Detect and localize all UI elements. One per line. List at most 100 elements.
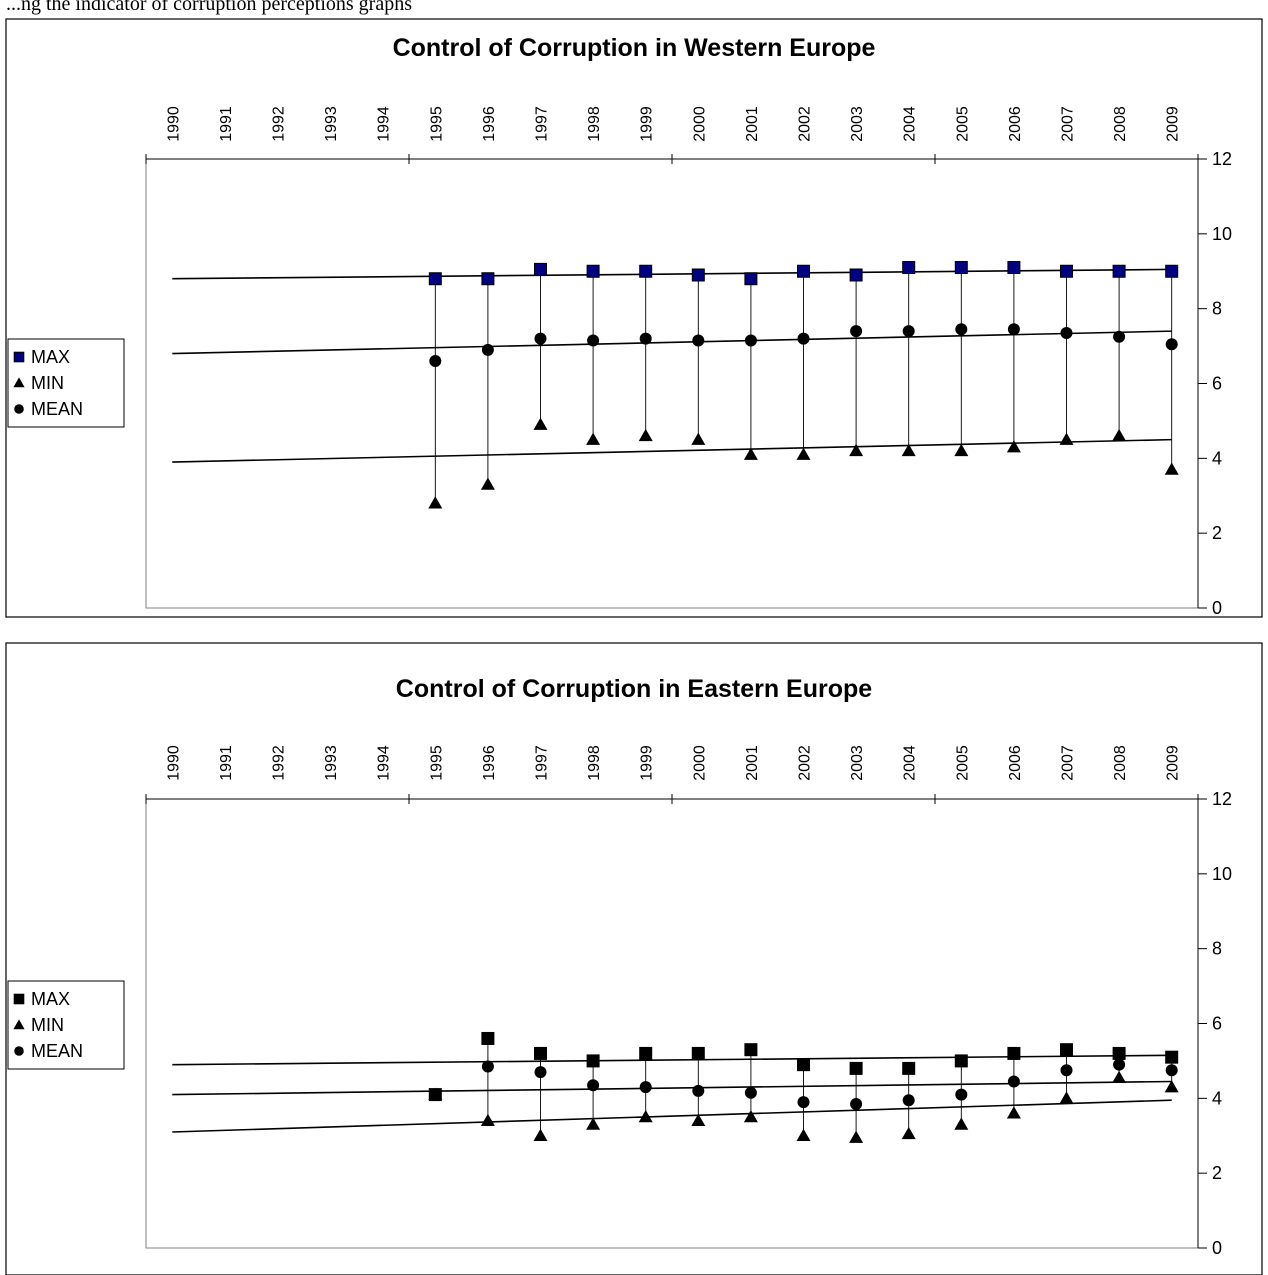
point-mean [639,1081,652,1094]
chart-title: Control of Corruption in Eastern Europe [396,675,872,703]
x-tick-label: 1992 [271,745,288,781]
point-mean [744,334,757,347]
point-max [481,272,495,286]
point-min [1112,428,1127,442]
caption-fragment: ...ng the indicator of corruption percep… [6,0,412,15]
point-mean [429,1088,442,1101]
trendline-min [172,438,1172,463]
point-min [428,496,443,509]
point-max [481,1031,495,1045]
legend-entry-max: MAX [31,347,70,367]
y-tick-label: 0 [1212,1238,1222,1258]
point-min [743,447,758,460]
point-max [849,1061,863,1075]
legend-entry-mean: MEAN [31,399,83,419]
trendline-max [172,1054,1172,1066]
x-tick-label: 1991 [218,106,235,142]
point-min [480,477,495,490]
point-mean [587,334,600,347]
point-min [533,1128,548,1141]
point-min [638,1110,653,1123]
legend-entry-mean: MEAN [31,1041,83,1061]
point-mean [1113,1058,1126,1071]
point-mean [1007,323,1020,336]
legend-marker-max [13,993,25,1005]
x-tick-label: 1996 [481,106,498,142]
point-max [586,1054,600,1068]
point-min [1164,462,1179,475]
point-max [691,268,705,282]
point-min [796,1128,811,1141]
point-max [1112,264,1126,278]
point-min [743,1110,758,1123]
x-tick-label: 2004 [902,106,919,142]
x-tick-label: 1993 [323,106,340,142]
point-min [1112,1070,1127,1084]
point-mean [955,323,968,336]
point-min [849,443,864,457]
point-max [1165,1050,1179,1064]
x-tick-label: 2007 [1060,106,1077,142]
point-min [533,417,548,430]
x-tick-label: 1998 [586,106,603,142]
x-tick-label: 2002 [797,745,814,781]
x-tick-label: 1997 [534,106,551,142]
legend-box [7,980,125,1070]
point-max [1007,1046,1021,1060]
x-tick-label: 1999 [639,745,656,781]
point-max [691,1046,705,1060]
point-min [638,428,653,442]
legend-entry-max: MAX [31,989,70,1009]
x-tick-label: 1997 [534,745,551,781]
x-tick-label: 2008 [1112,745,1129,781]
point-min [901,443,916,457]
point-max [902,261,916,275]
point-max [586,264,600,278]
point-mean [692,1084,705,1097]
point-min [691,432,706,445]
x-tick-label: 2007 [1060,745,1077,781]
x-tick-label: 2001 [744,745,761,781]
point-min [1006,1106,1021,1119]
legend-marker-min [13,377,25,388]
x-tick-label: 1994 [376,745,393,781]
point-mean [902,1094,915,1107]
legend-marker-mean [14,404,24,414]
point-mean [1165,1064,1178,1077]
x-tick-label: 1993 [323,745,340,781]
point-max [1060,264,1073,278]
legend-box [7,338,125,428]
trendline-mean [172,330,1172,355]
x-tick-label: 1992 [271,106,288,142]
chart-title: Control of Corruption in Western Europe [393,34,876,62]
point-max [639,264,653,278]
point-max [744,272,758,286]
point-mean [639,332,652,345]
point-mean [850,1097,863,1110]
trendline-max [172,268,1172,280]
point-max [534,1046,547,1060]
chart-eastern-europe: Control of Corruption in Eastern Europe 1… [5,642,1263,1275]
point-max [639,1046,653,1060]
x-tick-label: 2001 [744,106,761,142]
point-mean [534,1066,547,1079]
point-min [796,447,811,460]
chart-frame [5,642,1263,1275]
point-mean [902,325,915,338]
trendline-mean [172,1080,1172,1096]
chart-frame [5,18,1263,618]
y-tick-label: 6 [1212,1014,1222,1034]
legend-entry-min: MIN [31,373,64,393]
y-tick-label: 0 [1212,598,1222,618]
x-tick-label: 2005 [954,745,971,781]
x-tick-label: 2006 [1007,106,1024,142]
point-max [744,1043,758,1057]
point-mean [587,1079,600,1092]
x-tick-label: 1994 [376,106,393,142]
legend-marker-max [13,351,25,363]
legend-marker-min [13,1019,25,1030]
x-tick-label: 2009 [1165,745,1182,781]
point-min [480,1113,495,1127]
point-mean [692,334,705,347]
